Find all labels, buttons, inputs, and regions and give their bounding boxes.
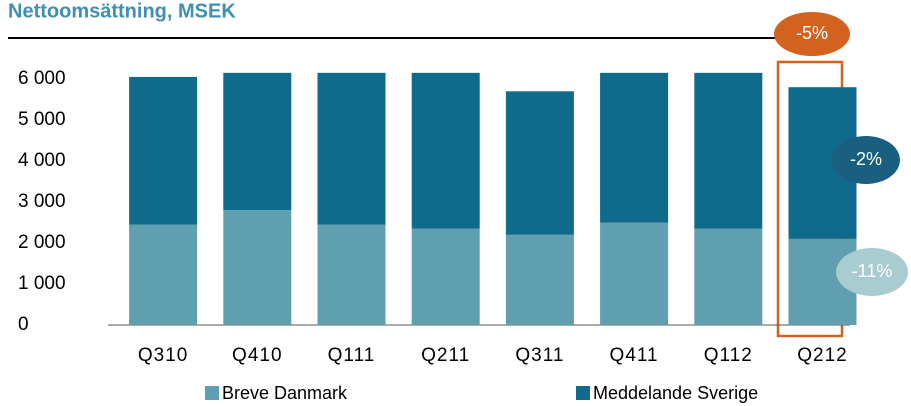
annotation-bubble <box>836 248 908 296</box>
bar-segment <box>694 72 763 229</box>
bar-segment <box>505 234 574 325</box>
x-tick-label: Q310 <box>138 345 188 366</box>
bar-segment <box>411 228 480 325</box>
bar-segment <box>600 72 669 223</box>
y-tick-label: 5 000 <box>18 109 66 130</box>
legend-label: Breve Danmark <box>222 383 348 403</box>
x-tick-label: Q111 <box>328 345 376 366</box>
bar-segment <box>411 72 480 229</box>
x-tick-label: Q410 <box>232 345 282 366</box>
y-tick-label: 1 000 <box>18 273 66 294</box>
x-tick-label: Q411 <box>610 345 659 366</box>
annotation: -11% <box>852 261 893 281</box>
y-tick-label: 4 000 <box>18 150 66 171</box>
annotation: -5% <box>796 23 828 43</box>
bar-segment <box>317 72 386 225</box>
x-tick-label: Q212 <box>797 345 847 366</box>
bar-segment <box>317 224 386 325</box>
legend-swatch <box>576 386 590 400</box>
y-tick-label: 3 000 <box>18 191 66 212</box>
bar-segment <box>129 76 198 225</box>
x-tick-label: Q112 <box>704 345 753 366</box>
y-tick-label: 6 000 <box>18 68 66 89</box>
bar-segment <box>223 72 292 211</box>
bar-segment <box>694 228 763 325</box>
legend-label: Meddelande Sverige <box>593 383 758 403</box>
bar-segment <box>129 224 198 325</box>
y-tick-label: 0 <box>18 314 29 335</box>
x-tick-label: Q211 <box>421 345 470 366</box>
annotation-bubble <box>774 12 850 56</box>
y-tick-label: 2 000 <box>18 232 66 253</box>
chart-title: Nettoomsättning, MSEK <box>8 0 236 22</box>
bar-segment <box>223 210 292 325</box>
bar-segment <box>600 222 669 325</box>
x-tick-label: Q311 <box>515 345 564 366</box>
legend-swatch <box>205 386 219 400</box>
annotation-bubble <box>832 136 900 184</box>
annotation: -2% <box>850 149 882 169</box>
bar-segment <box>505 91 574 235</box>
